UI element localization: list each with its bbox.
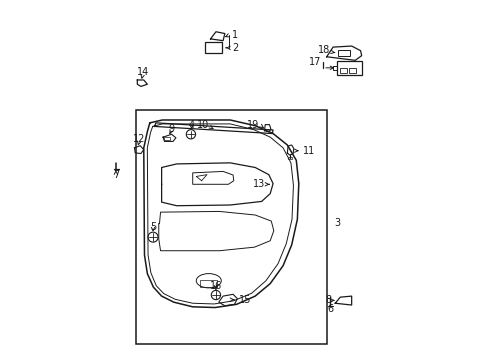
Bar	[205, 42, 222, 53]
Bar	[337, 61, 362, 75]
Text: 4: 4	[188, 120, 194, 130]
Text: 6: 6	[326, 303, 333, 314]
Text: 12: 12	[133, 134, 145, 144]
Text: 8: 8	[325, 296, 331, 305]
Text: 13: 13	[252, 179, 264, 189]
Bar	[135, 111, 326, 344]
Text: 2: 2	[231, 43, 238, 53]
Bar	[332, 66, 337, 70]
Text: 16: 16	[209, 282, 222, 292]
Text: 11: 11	[303, 146, 315, 156]
Text: 10: 10	[196, 120, 208, 130]
Text: 19: 19	[247, 120, 259, 130]
Text: 17: 17	[308, 57, 321, 67]
Bar	[287, 157, 292, 159]
Text: 14: 14	[136, 67, 148, 77]
Bar	[339, 68, 346, 73]
Text: 18: 18	[317, 45, 329, 55]
Bar	[200, 280, 217, 287]
Bar	[348, 68, 355, 73]
Text: 1: 1	[231, 30, 238, 40]
Text: 15: 15	[238, 295, 251, 305]
Text: 5: 5	[150, 222, 156, 232]
Text: 7: 7	[113, 170, 119, 180]
Bar	[164, 137, 170, 140]
Text: 9: 9	[168, 123, 174, 134]
Bar	[338, 50, 349, 56]
Text: 3: 3	[334, 218, 340, 228]
